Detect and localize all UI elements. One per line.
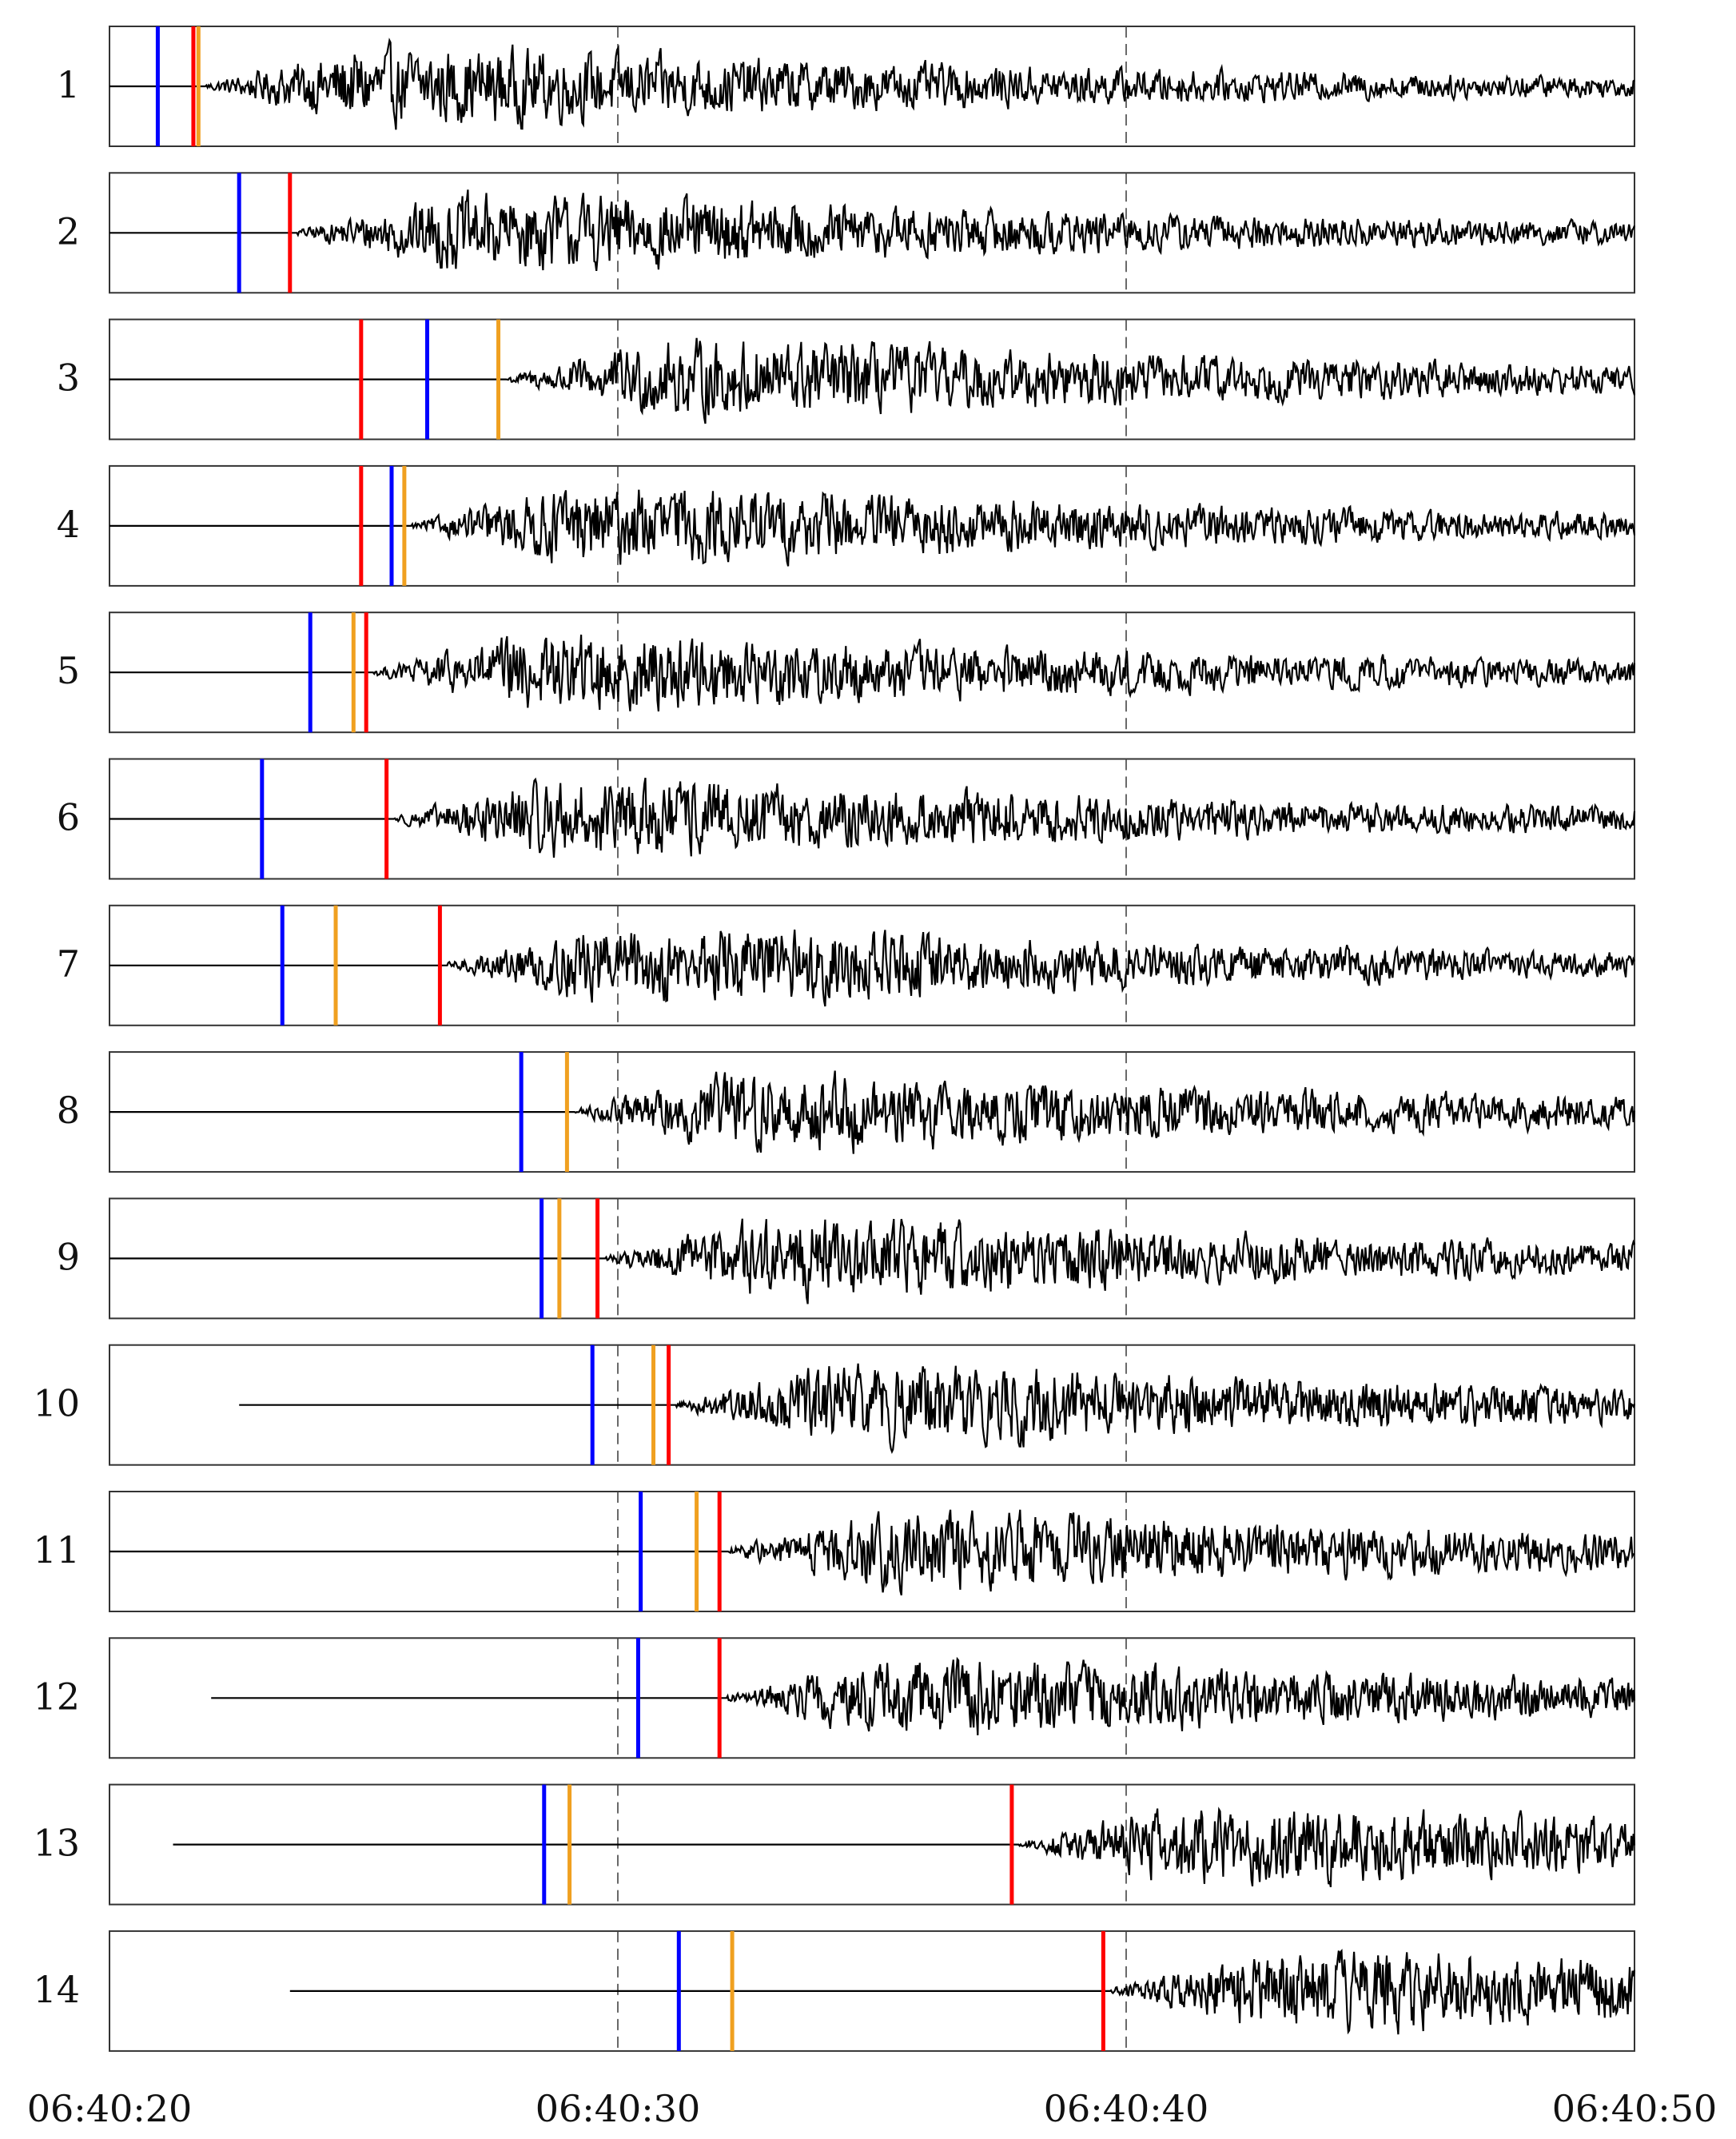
- trace-panel-6: 6: [57, 758, 1636, 880]
- trace-panel-9: 9: [57, 1197, 1636, 1320]
- x-tick-label: 06:40:50: [1552, 2087, 1718, 2130]
- trace-panel-1: 1: [57, 26, 1635, 147]
- x-tick-label: 06:40:40: [1044, 2087, 1209, 2130]
- trace-label: 8: [57, 1089, 80, 1132]
- trace-label: 10: [33, 1382, 80, 1425]
- trace-panel-7: 7: [57, 904, 1635, 1026]
- waveform-trace: [211, 1656, 1636, 1735]
- trace-panel-5: 5: [57, 611, 1636, 734]
- trace-label: 9: [57, 1235, 80, 1278]
- waveform-trace: [109, 337, 1636, 424]
- trace-panel-10: 10: [33, 1344, 1636, 1466]
- waveform-trace: [109, 929, 1635, 1007]
- trace-panel-8: 8: [57, 1051, 1636, 1173]
- trace-label: 12: [33, 1675, 80, 1718]
- waveform-trace: [173, 1806, 1636, 1887]
- trace-panel-14: 14: [33, 1930, 1636, 2052]
- x-axis-tick-labels: 06:40:20 06:40:30 06:40:40 06:40:50: [27, 2087, 1718, 2130]
- waveform-trace: [109, 634, 1636, 712]
- trace-panel-3: 3: [57, 318, 1636, 440]
- waveform-trace: [109, 1509, 1635, 1595]
- waveform-trace: [109, 38, 1635, 130]
- trace-label: 6: [57, 796, 80, 839]
- waveform-trace: [109, 489, 1636, 567]
- trace-panel-2: 2: [57, 172, 1636, 294]
- trace-panel-4: 4: [57, 464, 1636, 587]
- waveform-trace: [109, 1070, 1636, 1154]
- trace-panel-13: 13: [33, 1783, 1636, 1906]
- trace-panel-11: 11: [33, 1491, 1635, 1612]
- waveform-trace: [109, 189, 1636, 272]
- waveform-trace: [239, 1363, 1636, 1454]
- trace-label: 7: [57, 942, 80, 986]
- trace-panel-12: 12: [33, 1637, 1636, 1759]
- trace-label: 4: [57, 503, 80, 546]
- trace-label: 14: [33, 1968, 80, 2011]
- trace-label: 2: [57, 209, 80, 253]
- trace-label: 11: [33, 1528, 80, 1571]
- x-tick-label: 06:40:20: [27, 2087, 193, 2130]
- waveform-trace: [109, 1218, 1636, 1305]
- panel-frame: [109, 1930, 1635, 2052]
- trace-label: 1: [57, 63, 80, 106]
- waveform-trace: [109, 777, 1636, 858]
- waveform-trace: [289, 1949, 1636, 2035]
- trace-label: 5: [57, 649, 80, 692]
- trace-label: 3: [57, 356, 80, 400]
- trace-label: 13: [33, 1822, 80, 1865]
- x-tick-label: 06:40:30: [536, 2087, 701, 2130]
